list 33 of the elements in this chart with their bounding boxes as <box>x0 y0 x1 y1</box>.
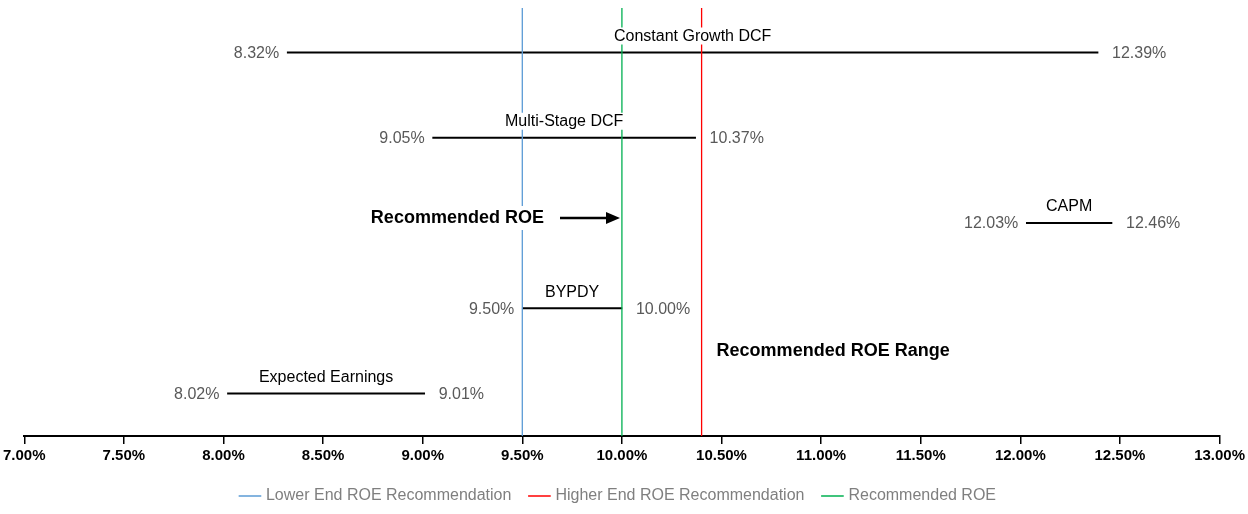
annotation: 10.37% <box>709 129 764 147</box>
x-tick-label: 10.00% <box>596 446 648 464</box>
y-tick-label: Multi-Stage DCF <box>505 112 624 130</box>
x-tick-label: 7.00% <box>2 446 46 464</box>
annotation: Recommended ROE <box>370 206 544 227</box>
x-tick-label: 7.50% <box>102 446 146 464</box>
x-tick-label: 12.50% <box>1094 446 1146 464</box>
annotation: 9.05% <box>379 129 425 147</box>
y-tick-label: BYPDY <box>544 282 600 300</box>
y-tick-label: CAPM <box>1046 197 1093 215</box>
annotation: 12.39% <box>1112 44 1167 62</box>
x-tick-label: 8.50% <box>301 446 345 464</box>
annotation: 8.02% <box>174 384 220 402</box>
legend-label: Lower End ROE Recommendation <box>265 486 512 504</box>
legend-label: Higher End ROE Recommendation <box>555 486 805 504</box>
x-tick-label: 13.00% <box>1194 446 1245 464</box>
annotation: 9.50% <box>468 299 515 317</box>
annotation: 12.46% <box>1125 214 1181 232</box>
annotation: 8.32% <box>233 44 280 62</box>
x-tick-label: 11.50% <box>895 446 946 464</box>
x-tick-label: 11.00% <box>796 446 847 464</box>
x-tick-label: 8.00% <box>202 446 245 464</box>
annotation: Recommended ROE Range <box>716 339 950 360</box>
annotation: 10.00% <box>635 299 691 317</box>
x-tick-label: 12.00% <box>994 446 1046 464</box>
annotation: 12.03% <box>964 214 1019 232</box>
y-tick-label: Constant Growth DCF <box>613 27 772 45</box>
y-tick-label: Expected Earnings <box>258 367 394 385</box>
x-tick-label: 9.50% <box>501 446 544 464</box>
x-tick-label: 10.50% <box>696 446 747 464</box>
legend-label: Recommended ROE <box>848 486 997 504</box>
annotation: 9.01% <box>438 384 485 402</box>
x-tick-label: 9.00% <box>401 446 444 464</box>
